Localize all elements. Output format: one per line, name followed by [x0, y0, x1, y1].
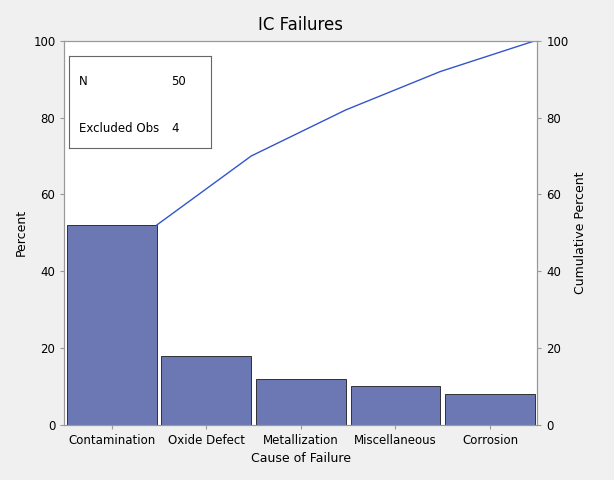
Y-axis label: Percent: Percent: [15, 209, 28, 256]
X-axis label: Cause of Failure: Cause of Failure: [251, 452, 351, 466]
Bar: [256, 379, 346, 425]
Bar: [351, 386, 440, 425]
Bar: [445, 394, 535, 425]
Y-axis label: Cumulative Percent: Cumulative Percent: [574, 171, 587, 294]
Title: IC Failures: IC Failures: [258, 16, 343, 34]
Bar: [67, 225, 157, 425]
Bar: [161, 356, 251, 425]
